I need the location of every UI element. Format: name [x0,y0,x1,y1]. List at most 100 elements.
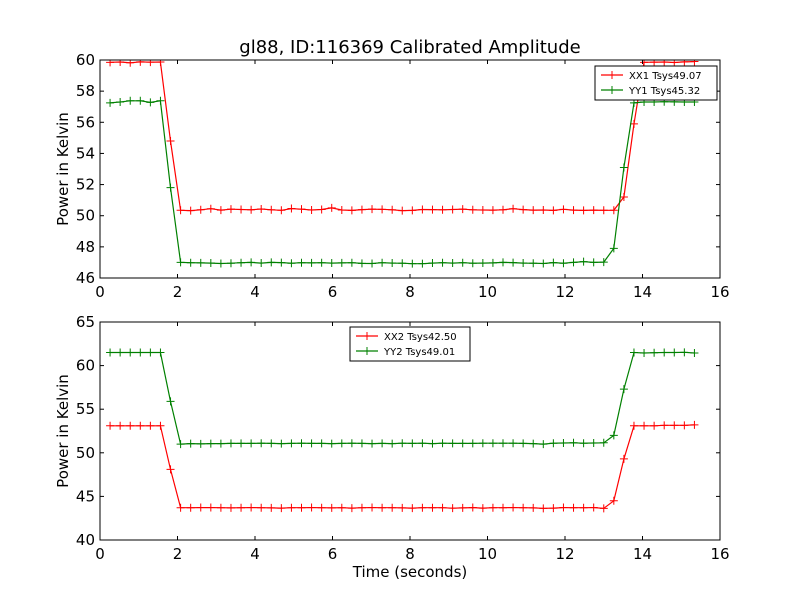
x-tick-label: 12 [555,283,574,301]
legend-marker [608,86,616,94]
data-point [136,96,145,105]
data-point [267,205,276,214]
data-point [468,205,477,214]
data-point [468,259,477,268]
y-tick-label: 40 [76,531,95,549]
legend: XX2 Tsys42.50 YY2 Tsys49.01 [349,326,471,362]
data-point [478,504,487,513]
chart-title: gl88, ID:116369 Calibrated Amplitude [239,37,580,58]
data-point [579,206,588,215]
legend: XX1 Tsys49.07 YY1 Tsys45.32 [594,65,718,101]
data-point [529,259,538,268]
data-point [619,193,628,202]
data-point [478,259,487,268]
data-point [640,60,649,67]
data-point [448,439,457,448]
data-point [116,60,125,67]
y-tick-label: 60 [76,51,95,69]
data-point [216,259,225,268]
data-point [619,163,628,172]
data-point [680,421,689,430]
data-point [347,439,356,448]
data-point [196,205,205,214]
y-tick-label: 50 [76,207,95,225]
data-point [448,504,457,513]
data-point [257,205,266,214]
data-point [670,421,679,430]
data-point [640,421,649,430]
data-point [247,205,256,214]
data-point [478,205,487,214]
data-point [569,438,578,447]
data-point [670,348,679,357]
data-point [468,503,477,512]
y-tick-label: 60 [76,357,95,375]
data-point [277,439,286,448]
data-point [307,258,316,267]
data-point [378,503,387,512]
legend-box [349,326,471,362]
x-tick-label: 8 [405,545,415,563]
data-point [176,258,185,267]
data-point [206,259,215,268]
data-point [509,503,518,512]
data-point [307,439,316,448]
data-point [156,96,165,105]
y-tick-label: 45 [76,487,95,505]
data-point [559,439,568,448]
data-point [216,206,225,215]
data-point [438,205,447,214]
data-point [277,206,286,215]
data-point [337,503,346,512]
data-point [650,60,659,67]
data-point [458,205,467,214]
x-tick-label: 6 [328,545,338,563]
data-point [378,205,387,214]
data-point [196,503,205,512]
data-point [106,348,115,357]
data-point [640,348,649,357]
data-point [428,259,437,268]
data-point [196,439,205,448]
data-point [347,258,356,267]
data-point [549,439,558,448]
data-point [368,259,377,268]
data-point [418,205,427,214]
data-point [226,503,235,512]
data-point [106,421,115,430]
data-point [116,98,125,107]
data-point [680,60,689,66]
legend-box [594,65,718,101]
data-point [267,503,276,512]
data-point [247,439,256,448]
data-point [226,259,235,268]
data-point [116,421,125,430]
data-point [237,439,246,448]
data-point [438,439,447,448]
x-tick-label: 16 [710,545,729,563]
data-point [186,206,195,215]
data-point [156,60,165,67]
data-point [226,205,235,214]
data-point [569,258,578,267]
data-point [337,258,346,267]
data-point [589,206,598,215]
data-point [237,205,246,214]
data-point [206,439,215,448]
data-point [660,60,669,67]
data-point [488,439,497,448]
x-tick-label: 0 [95,545,105,563]
data-point [599,206,608,215]
data-point [337,205,346,214]
data-point [529,503,538,512]
data-point [428,503,437,512]
x-tick-label: 2 [173,283,183,301]
data-point [277,504,286,513]
data-point [599,438,608,447]
legend-label: XX1 Tsys49.07 [629,71,702,82]
data-point [569,206,578,215]
data-point [559,503,568,512]
x-tick-label: 12 [555,545,574,563]
data-point [609,431,618,440]
